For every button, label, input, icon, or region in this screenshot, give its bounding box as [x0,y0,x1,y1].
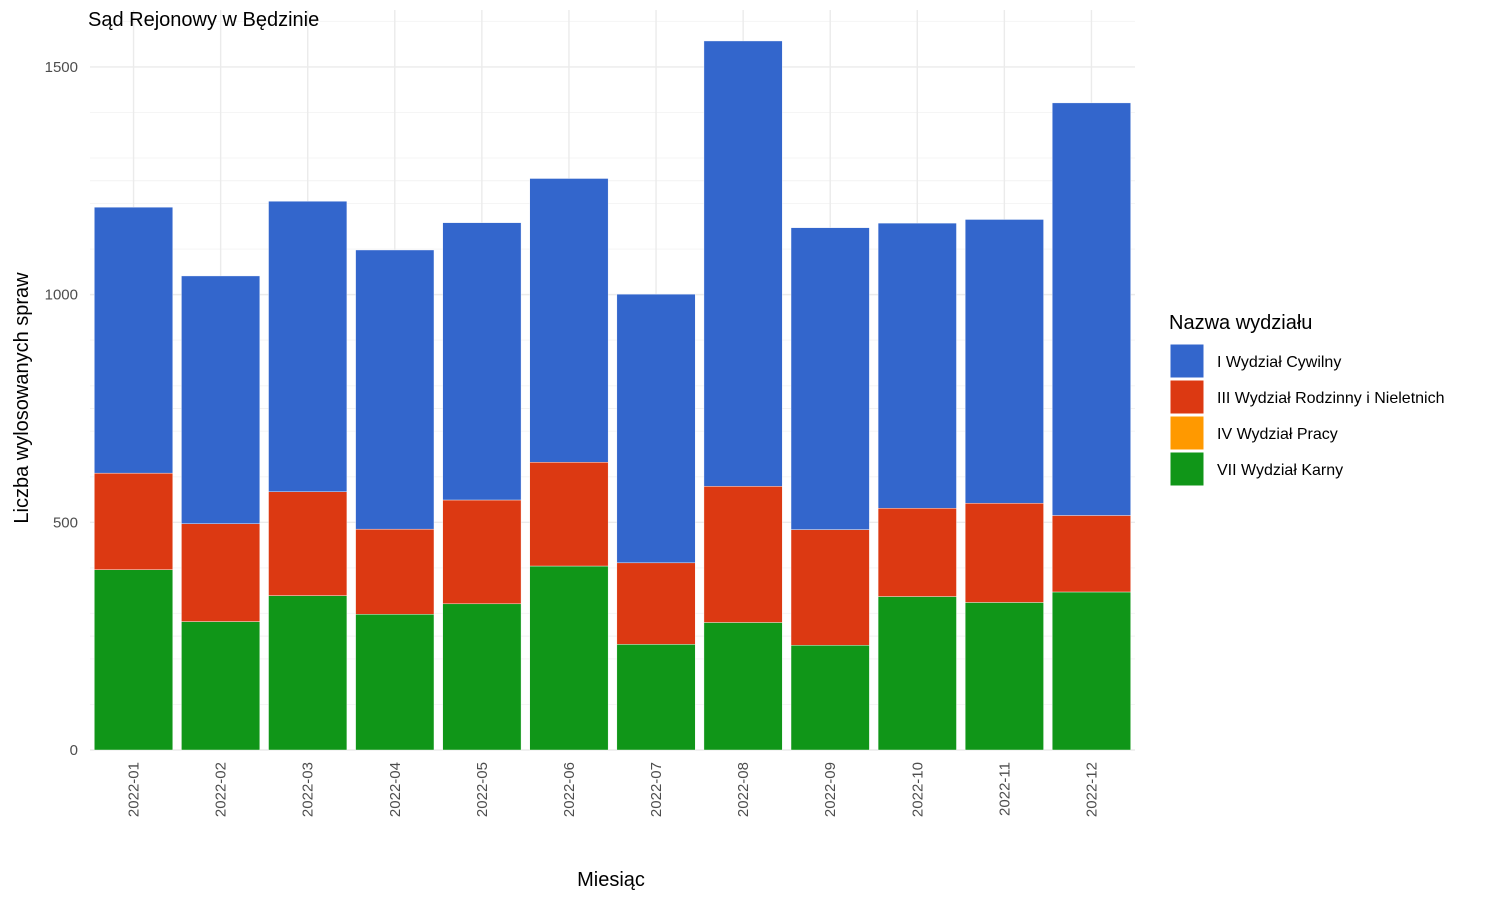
y-tick-label: 1500 [45,59,78,76]
bars [94,40,1131,751]
legend-swatch [1169,379,1205,415]
y-tick-label: 0 [70,742,78,759]
bar-segment [442,499,522,605]
chart-title: Sąd Rejonowy w Będzinie [88,9,319,31]
bar-segment [964,219,1044,504]
y-tick-label: 500 [53,514,78,531]
bar-segment [181,275,261,524]
bar-segment [616,293,696,564]
legend-label: III Wydział Rodzinny i Nieletnich [1217,390,1445,407]
bar-segment [181,523,261,622]
y-tick-label: 1000 [45,287,78,304]
bar-segment [790,529,870,646]
bar-segment [181,621,261,751]
bar-segment [355,249,435,530]
bar-segment [1052,515,1131,593]
x-tick-labels: 2022-01 2022-02 2022-03 2022-04 2022-05 2022-… [126,762,1101,817]
bar-segment [529,461,609,567]
bar-segment [1052,591,1131,751]
bar-segment [616,644,696,751]
bar-segment [877,507,957,597]
bar-segment [94,206,173,474]
bar-segment [268,595,348,751]
x-tick-label: 2022-10 [909,762,926,817]
bar-segment [964,602,1044,751]
legend-label: IV Wydział Pracy [1217,426,1338,443]
x-tick-label: 2022-04 [387,762,404,817]
x-tick-label: 2022-03 [300,762,317,817]
x-tick-label: 2022-05 [474,762,491,817]
x-tick-label: 2022-06 [561,762,578,817]
bar-segment [703,486,783,623]
bar-segment [355,528,435,615]
x-tick-label: 2022-01 [126,762,143,817]
bar-segment [616,562,696,645]
legend: Nazwa wydziału I Wydział Cywilny III Wydz… [1169,312,1445,487]
bar-segment [790,645,870,751]
bar-segment [1052,102,1131,516]
bar-segment [877,596,957,751]
x-tick-label: 2022-09 [822,762,839,817]
bar-segment [268,201,348,492]
bar-segment [529,565,609,751]
bar-segment [94,569,173,751]
bar-segment [703,622,783,751]
y-axis-title: Liczba wylosowanych spraw [11,272,33,524]
bar-segment [529,178,609,463]
legend-title: Nazwa wydziału [1169,312,1312,334]
x-axis-title: Miesiąc [577,869,645,891]
legend-swatch [1169,451,1205,487]
x-tick-label: 2022-08 [735,762,752,817]
x-tick-label: 2022-02 [213,762,230,817]
minor-gridlines [90,20,1135,705]
legend-label: VII Wydział Karny [1217,462,1343,479]
legend-swatch [1169,343,1205,379]
legend-swatch [1169,415,1205,451]
bar-segment [442,603,522,751]
legend-label: I Wydział Cywilny [1217,354,1341,371]
bar-segment [442,222,522,501]
x-tick-label: 2022-12 [1083,762,1100,817]
y-tick-labels: 0 500 1000 1500 [45,59,78,759]
bar-segment [94,472,173,570]
bar-segment [355,614,435,751]
bar-segment [268,491,348,596]
bar-segment [964,502,1044,603]
x-tick-label: 2022-11 [996,762,1013,816]
bar-segment [703,40,783,487]
bar-segment [790,227,870,530]
bar-segment [877,222,957,509]
x-tick-label: 2022-07 [648,762,665,817]
